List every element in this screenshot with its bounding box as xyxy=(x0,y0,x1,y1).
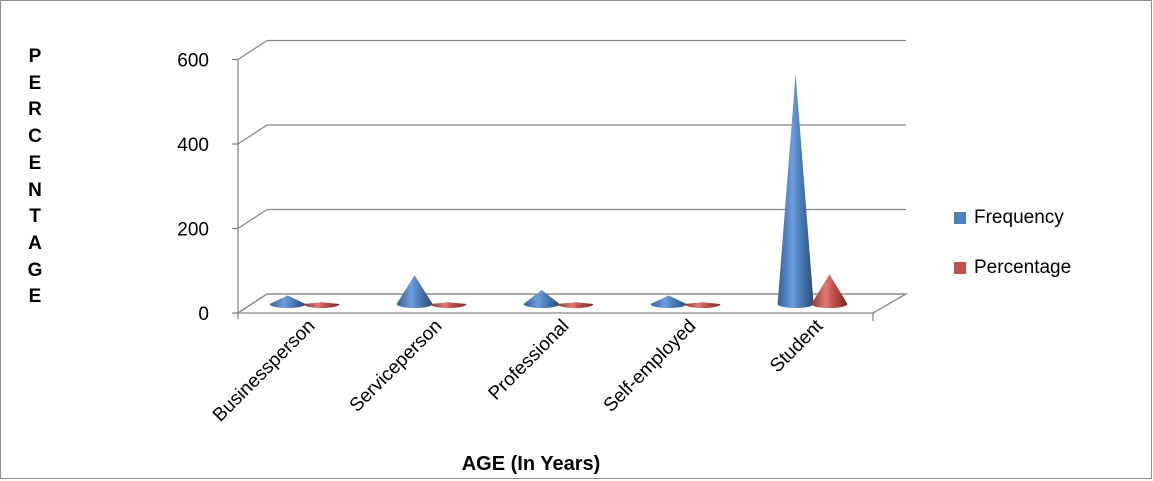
legend-label-frequency: Frequency xyxy=(974,207,1064,228)
x-tick-label: Student xyxy=(766,315,828,377)
legend-swatch-percentage xyxy=(954,262,966,274)
gridline-side xyxy=(237,124,268,145)
y-axis-title-letter: T xyxy=(29,206,41,228)
y-axis-title-letter: G xyxy=(27,259,43,281)
y-tick-label: 0 xyxy=(198,304,209,325)
cone-frequency-serviceperson xyxy=(396,275,433,308)
floor xyxy=(235,293,909,314)
cone-frequency-self-employed xyxy=(650,295,687,308)
y-tick-label: 400 xyxy=(177,135,209,156)
legend-item-frequency: Frequency xyxy=(954,207,1064,229)
cone-percentage-self-employed xyxy=(684,302,721,308)
y-tick-label: 200 xyxy=(177,220,209,241)
y-axis-title-letter: E xyxy=(28,152,42,174)
y-axis-title-letter: A xyxy=(28,232,42,254)
x-axis-title: AGE (In Years) xyxy=(461,453,601,475)
x-tick-label: Professional xyxy=(485,316,574,405)
gridline-side xyxy=(237,208,268,230)
cone-percentage-professional xyxy=(557,302,594,308)
legend-item-percentage: Percentage xyxy=(954,257,1071,279)
legend-label-percentage: Percentage xyxy=(974,257,1072,278)
cone-frequency-student xyxy=(777,73,814,308)
cone-percentage-serviceperson xyxy=(430,302,467,308)
x-tick-label: Self-employed xyxy=(600,316,701,417)
cone-percentage-businessperson xyxy=(303,302,340,308)
legend-swatch-frequency xyxy=(954,212,966,224)
cone-frequency-professional xyxy=(523,290,560,308)
cone-percentage-student xyxy=(811,274,848,308)
y-axis-title-letter: N xyxy=(28,179,42,201)
y-axis-title-letter: C xyxy=(28,126,42,148)
y-axis-title-letter: E xyxy=(28,286,42,308)
gridline-side xyxy=(237,39,268,61)
x-tick-label: Businessperson xyxy=(209,316,319,426)
y-tick-label: 600 xyxy=(177,51,209,72)
y-axis-title-letter: E xyxy=(28,72,42,94)
y-axis-title-letter: R xyxy=(28,99,42,121)
x-tick-label: Serviceperson xyxy=(346,316,447,417)
y-axis-title-letter: P xyxy=(28,46,42,67)
cone-frequency-businessperson xyxy=(269,295,306,308)
